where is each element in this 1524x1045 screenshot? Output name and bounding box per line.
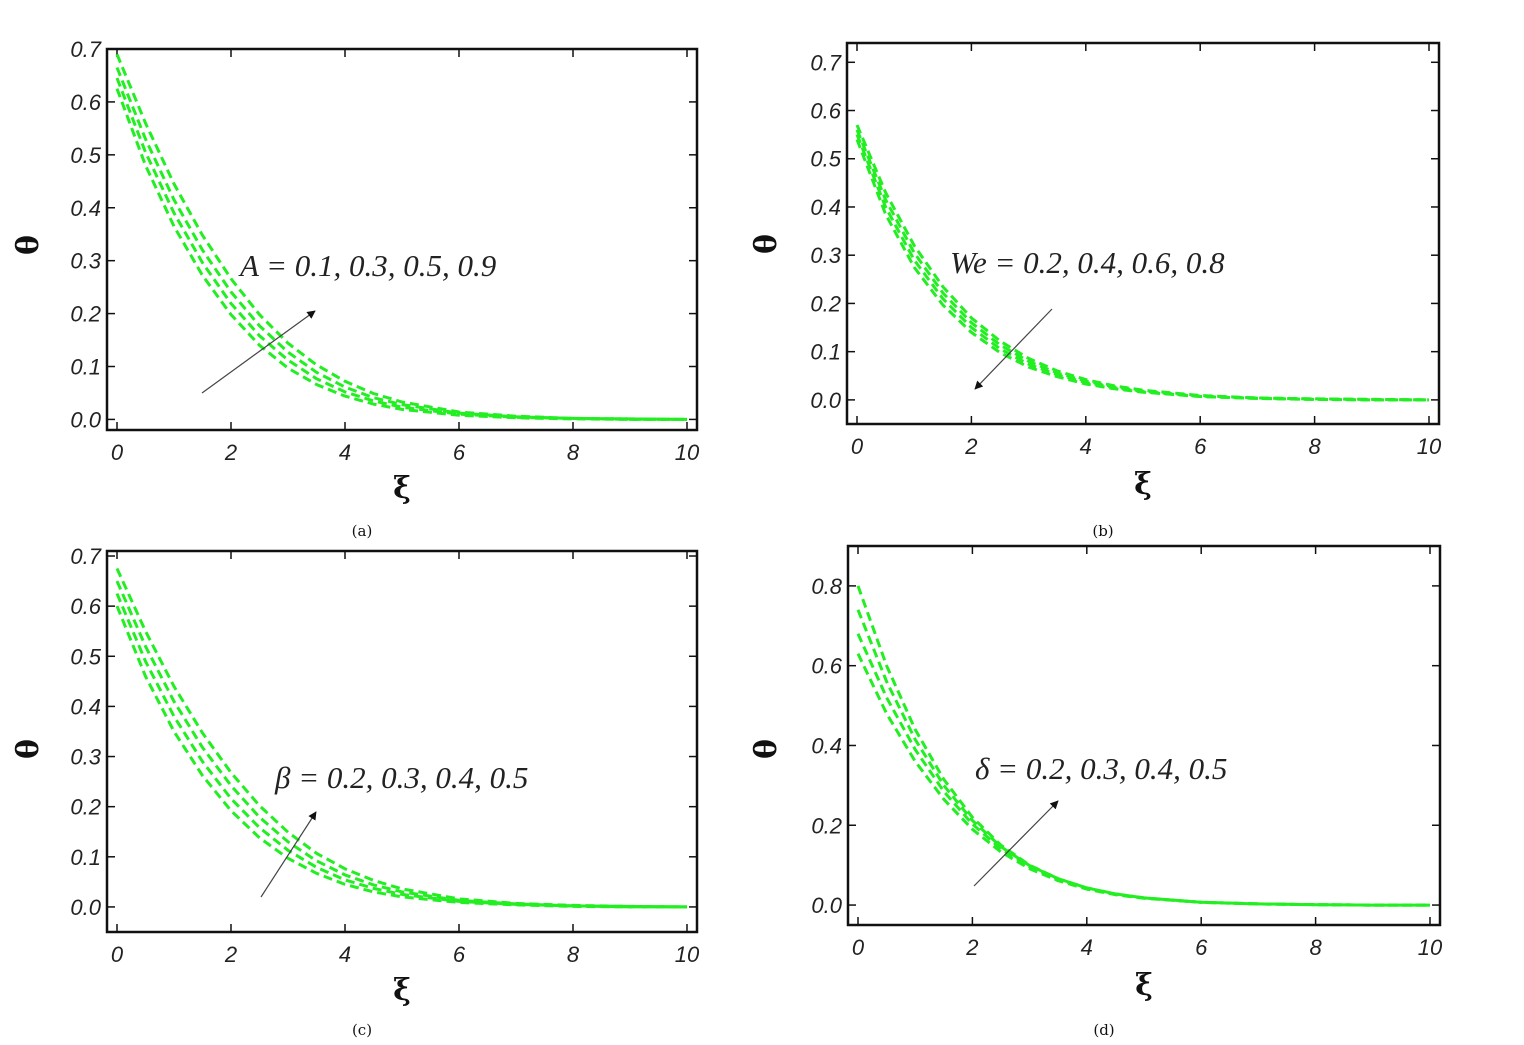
x-tick-label: 8	[567, 440, 580, 465]
y-tick-label: 0.3	[70, 249, 101, 274]
parameter-annotation: A = 0.1, 0.3, 0.5, 0.9	[238, 248, 496, 283]
series-line-2	[855, 129, 1430, 402]
x-tick-label: 0	[852, 935, 865, 960]
panel-b: 0 2 4 6 8 10 0.0 0.1 0.2 0.3 0.4 0.5 0.6 0.7 We = 0.2,…	[749, 41, 1442, 540]
trend-arrow	[973, 800, 1059, 887]
plot-frame	[105, 549, 699, 934]
panel-caption: (d)	[1093, 1021, 1114, 1039]
y-tick-label: 0.4	[811, 733, 842, 758]
x-tick-label: 0	[851, 434, 864, 459]
x-tick-label: 2	[224, 942, 237, 967]
x-tick-label: 4	[1081, 935, 1093, 960]
plot-frame	[846, 544, 1442, 927]
x-tick-label: 10	[1417, 434, 1442, 459]
x-axis-label: ξ	[393, 471, 411, 506]
y-tick-label: 0.0	[70, 407, 101, 432]
parameter-annotation: β = 0.2, 0.3, 0.4, 0.5	[274, 760, 528, 795]
x-tick-label: 0	[111, 440, 124, 465]
y-tick-label: 0.5	[70, 143, 101, 168]
y-tick-label: 0.3	[70, 745, 101, 770]
y-axis-label: θ	[11, 235, 46, 255]
x-tick-label: 8	[1309, 935, 1322, 960]
x-tick-label: 4	[339, 440, 351, 465]
series-line-1	[115, 88, 687, 421]
x-tick-label: 6	[1194, 434, 1207, 459]
trend-arrow	[974, 308, 1053, 390]
y-tick-label: 0.6	[70, 90, 101, 115]
panel-c: 0 2 4 6 8 10 0.0 0.1 0.2 0.3 0.4 0.5 0.6 0.7 β = 0.2, …	[11, 544, 700, 1039]
y-tick-label: 0.6	[811, 654, 842, 679]
x-tick-label: 8	[567, 942, 580, 967]
x-tick-label: 4	[339, 942, 351, 967]
y-tick-label: 0.7	[70, 37, 101, 62]
panel-a: 0 2 4 6 8 10 0.0 0.1 0.2 0.3 0.4 0.5 0.6 0.7 A = 0.1, …	[11, 37, 700, 540]
y-tick-label: 0.1	[70, 845, 101, 870]
x-axis-label: ξ	[393, 973, 411, 1008]
y-tick-label: 0.6	[810, 99, 841, 124]
y-axis-label: θ	[11, 739, 46, 759]
x-tick-label: 10	[1418, 935, 1443, 960]
y-tick-label: 0.2	[810, 291, 841, 316]
panel-d: 0 2 4 6 8 10 0.0 0.2 0.4 0.6 0.8 δ = 0.2, 0.3, 0.4,…	[749, 544, 1443, 1039]
y-tick-label: 0.7	[810, 50, 841, 75]
y-tick-label: 0.7	[70, 544, 101, 569]
x-axis-label: ξ	[1135, 968, 1153, 1003]
y-tick-label: 0.2	[811, 813, 842, 838]
x-tick-label: 6	[453, 942, 466, 967]
series-line-1	[115, 605, 687, 909]
x-tick-label: 2	[965, 935, 978, 960]
y-axis-label: θ	[749, 739, 784, 759]
x-tick-label: 6	[453, 440, 466, 465]
x-tick-label: 0	[111, 942, 124, 967]
series-line-2	[115, 593, 687, 909]
y-tick-label: 0.1	[810, 340, 841, 365]
x-tick-label: 2	[224, 440, 237, 465]
plot-frame	[845, 41, 1441, 426]
trend-arrow	[260, 811, 317, 898]
series-line-4	[115, 567, 688, 909]
y-tick-label: 0.8	[811, 574, 842, 599]
panel-caption: (b)	[1092, 522, 1113, 540]
y-tick-label: 0.2	[70, 795, 101, 820]
plot-frame	[105, 47, 699, 432]
x-tick-label: 6	[1195, 935, 1208, 960]
series-line-4	[115, 53, 688, 421]
y-tick-label: 0.4	[70, 694, 101, 719]
y-tick-label: 0.4	[70, 196, 101, 221]
y-tick-label: 0.6	[70, 594, 101, 619]
parameter-annotation: We = 0.2, 0.4, 0.6, 0.8	[950, 245, 1225, 280]
y-tick-label: 0.0	[810, 388, 841, 413]
series-line-4	[855, 138, 1429, 402]
x-tick-label: 8	[1308, 434, 1321, 459]
y-tick-label: 0.5	[70, 644, 101, 669]
y-tick-label: 0.5	[810, 147, 841, 172]
x-tick-label: 10	[675, 440, 700, 465]
series-line-3	[115, 66, 688, 421]
y-tick-label: 0.2	[70, 302, 101, 327]
y-tick-label: 0.3	[810, 243, 841, 268]
y-tick-label: 0.0	[70, 895, 101, 920]
series-line-3	[115, 580, 688, 909]
y-tick-label: 0.1	[70, 355, 101, 380]
x-axis-label: ξ	[1134, 467, 1152, 502]
panel-caption: (a)	[352, 522, 373, 540]
parameter-annotation: δ = 0.2, 0.3, 0.4, 0.5	[975, 751, 1227, 786]
series-line-2	[115, 77, 687, 421]
series-line-1	[855, 124, 1430, 402]
x-tick-label: 10	[675, 942, 700, 967]
series-line-3	[856, 609, 1430, 907]
trend-arrow	[201, 310, 316, 394]
y-tick-label: 0.0	[811, 893, 842, 918]
y-axis-label: θ	[749, 234, 784, 254]
x-tick-label: 2	[964, 434, 977, 459]
panel-caption: (c)	[352, 1021, 372, 1039]
y-tick-label: 0.4	[810, 195, 841, 220]
series-line-4	[856, 585, 1430, 907]
x-tick-label: 4	[1080, 434, 1092, 459]
series-line-3	[855, 134, 1429, 402]
